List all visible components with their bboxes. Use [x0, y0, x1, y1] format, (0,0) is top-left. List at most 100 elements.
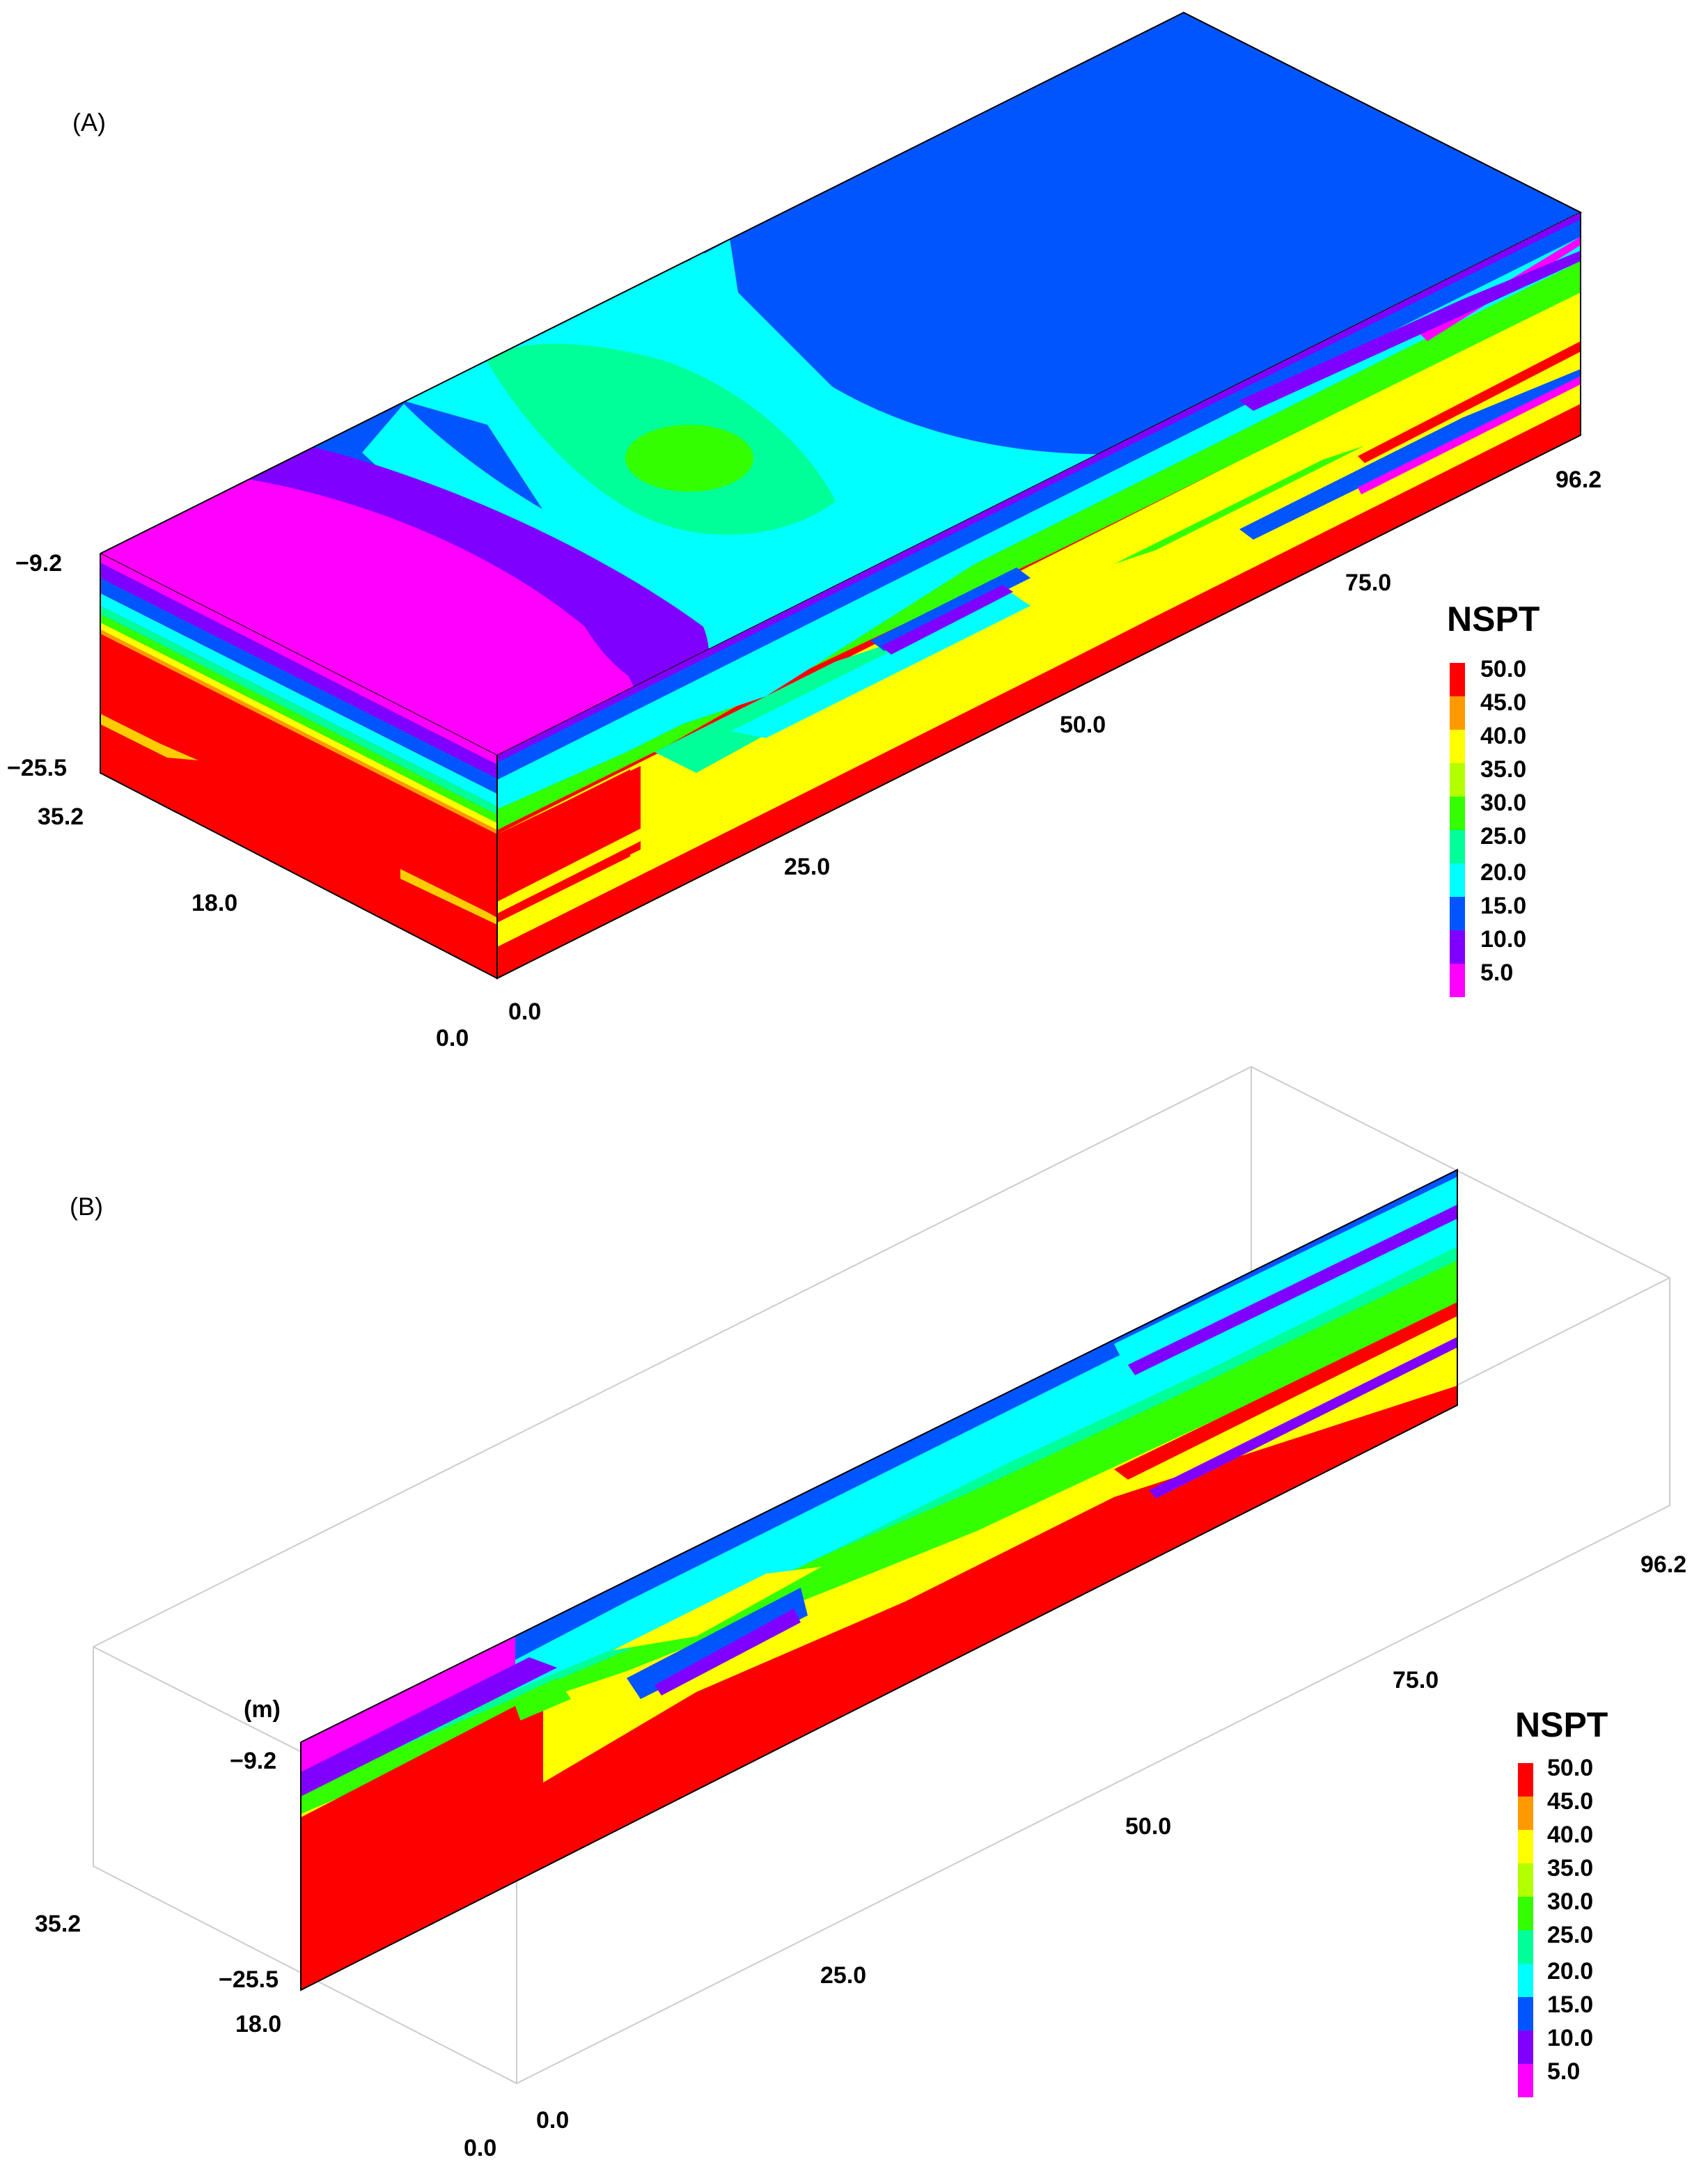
b-x-50: 50.0	[1125, 1813, 1171, 1840]
left-lens-lower	[400, 869, 497, 925]
slice-red-bottom	[301, 1386, 1457, 1990]
b-swatch-20	[1518, 1964, 1533, 1997]
a-swatch-20	[1450, 863, 1465, 897]
b-legend-entry: 15.0	[1547, 1991, 1593, 2018]
a-legend-entry: 25.0	[1480, 823, 1526, 850]
b-swatch-15	[1518, 1997, 1533, 2030]
panel-b-legend: NSPT 50.0 45.0 40.0 35.0 30.0 25.0 20.0 …	[1515, 1705, 1608, 2097]
a-legend-entry: 10.0	[1480, 926, 1526, 953]
a-legend-entry: 20.0	[1480, 859, 1526, 886]
slice-edge	[300, 1168, 1458, 1991]
right-purple-lens-mid	[881, 585, 1013, 655]
panel-a: (A)	[7, 11, 1601, 1051]
b-y-mid: 18.0	[235, 2011, 281, 2037]
slice-yellow-lens-a	[613, 1567, 822, 1650]
b-depth-top: −9.2	[230, 1748, 276, 1774]
top-cyan-arc	[627, 251, 1121, 557]
slice-cyan-upper	[1114, 1177, 1457, 1372]
right-red-bottom-layer	[497, 404, 1581, 978]
top-purple-arc	[248, 447, 710, 696]
slice-purple-left	[301, 1657, 557, 1797]
right-green-lens	[1114, 446, 1365, 564]
b-unit: (m)	[244, 1696, 281, 1723]
a-x-max: 96.2	[1556, 467, 1601, 493]
b-legend-entry: 30.0	[1547, 1888, 1593, 1915]
right-purple-lens-top	[1239, 251, 1581, 411]
b-swatch-05	[1518, 2064, 1533, 2097]
left-band-cyan	[100, 593, 497, 806]
b-x-max: 96.2	[1640, 1551, 1686, 1578]
right-red-lens-upper	[1358, 341, 1581, 463]
a-legend-entry: 30.0	[1480, 790, 1526, 816]
right-purple-layer	[497, 212, 1581, 762]
panel-b-label: (B)	[70, 1192, 103, 1221]
a-legend-entry: 40.0	[1480, 723, 1526, 749]
left-band-yellow	[100, 623, 497, 830]
right-yellow-stripe	[497, 829, 641, 914]
right-blue-lens-mid	[870, 568, 1031, 651]
left-band-purple	[100, 563, 497, 778]
a-legend-entry: 5.0	[1480, 960, 1513, 986]
slice-blue-lens	[627, 1588, 808, 1699]
b-x-75: 75.0	[1393, 1667, 1439, 1693]
panel-a-left-face	[100, 554, 498, 980]
right-blue-lens-far	[1239, 369, 1581, 540]
left-band-green	[100, 614, 497, 823]
b-swatch-50	[1518, 1763, 1533, 1797]
panel-b: (B)	[35, 1065, 1686, 2161]
slice-green-left	[301, 1678, 571, 1814]
a-x-0: 0.0	[508, 999, 541, 1025]
a-y-min: 0.0	[436, 1025, 469, 1051]
b-y-min: 0.0	[464, 2135, 496, 2161]
top-green-core	[625, 425, 753, 492]
a-swatch-05	[1450, 964, 1465, 997]
a-swatch-30	[1450, 797, 1465, 830]
right-blue-layer	[497, 216, 1581, 780]
right-red-lower-left	[497, 769, 630, 923]
slice-purple-lens-right	[1128, 1205, 1457, 1375]
left-band-blue	[100, 578, 497, 794]
a-swatch-50	[1450, 663, 1465, 696]
slice-magenta-left	[301, 1633, 515, 1783]
panel-a-axis-labels: −9.2 −25.5 35.2 18.0 0.0 0.0 25.0 50.0 7…	[7, 467, 1601, 1051]
a-y-max: 35.2	[38, 804, 84, 830]
a-swatch-25	[1450, 830, 1465, 863]
right-yellow-zone	[497, 289, 1581, 947]
slice-red-lens-right	[1114, 1302, 1457, 1480]
panel-a-label: (A)	[72, 108, 106, 136]
panel-a-right-face	[496, 212, 1581, 980]
a-x-50: 50.0	[1060, 712, 1106, 738]
left-band-teal	[100, 606, 497, 815]
right-magenta-lens	[1358, 376, 1581, 494]
panel-b-slice	[300, 1168, 1458, 1991]
a-y-mid: 18.0	[191, 890, 237, 916]
b-swatch-35	[1518, 1863, 1533, 1897]
b-depth-bottom: −25.5	[219, 1966, 279, 1993]
slice-purple-lens	[655, 1608, 801, 1696]
b-swatch-10	[1518, 2030, 1533, 2064]
panel-a-legend: NSPT 50.0 45.0 40.0 35.0 30.0 25.0 20.0 …	[1447, 600, 1539, 997]
b-legend-entry: 40.0	[1547, 1822, 1593, 1848]
a-legend-entry: 50.0	[1480, 656, 1526, 682]
top-cyan-band	[362, 404, 794, 682]
a-swatch-15	[1450, 897, 1465, 930]
b-legend-title: NSPT	[1515, 1705, 1608, 1744]
b-legend-entry: 25.0	[1547, 1922, 1593, 1948]
panel-b-axis-labels: (m) −9.2 −25.5 35.2 18.0 0.0 0.0 25.0 50…	[35, 1551, 1686, 2161]
a-swatch-45	[1450, 696, 1465, 730]
b-swatch-25	[1518, 1930, 1533, 1964]
slice-red-left	[301, 1706, 543, 1922]
a-legend-entry: 15.0	[1480, 893, 1526, 919]
a-depth-top: −9.2	[15, 550, 62, 577]
a-x-75: 75.0	[1345, 570, 1391, 596]
b-y-max: 35.2	[35, 1911, 81, 1937]
left-band-magenta	[100, 554, 497, 765]
b-swatch-30	[1518, 1897, 1533, 1930]
a-legend-entry: 45.0	[1480, 689, 1526, 716]
b-legend-entry: 45.0	[1547, 1788, 1593, 1815]
b-swatch-40	[1518, 1830, 1533, 1863]
panel-a-top-face	[100, 11, 1583, 757]
a-depth-bottom: −25.5	[7, 755, 67, 781]
b-legend-entry: 5.0	[1547, 2058, 1580, 2085]
a-swatch-35	[1450, 763, 1465, 797]
